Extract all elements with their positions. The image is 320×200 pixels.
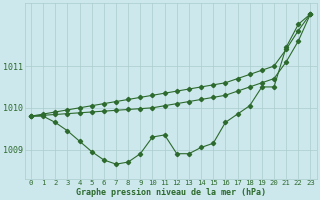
X-axis label: Graphe pression niveau de la mer (hPa): Graphe pression niveau de la mer (hPa) — [76, 188, 266, 197]
